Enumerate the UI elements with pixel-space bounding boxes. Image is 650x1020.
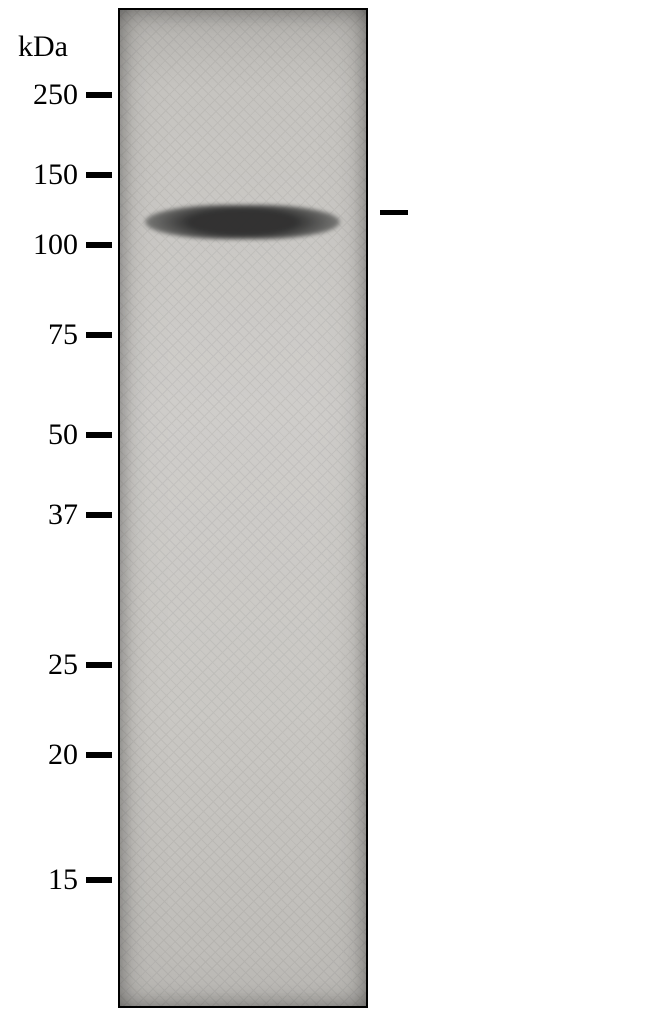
blot-figure: kDa 250 150 100 75 50 37 25 20 15 <box>0 0 650 1020</box>
primary-band <box>145 205 340 239</box>
marker-label-20: 20 <box>18 738 78 772</box>
marker-label-100: 100 <box>18 228 78 262</box>
marker-label-75: 75 <box>18 318 78 352</box>
marker-label-15: 15 <box>18 863 78 897</box>
marker-label-50: 50 <box>18 418 78 452</box>
marker-label-25: 25 <box>18 648 78 682</box>
marker-label-250: 250 <box>18 78 78 112</box>
marker-tick-100 <box>86 242 112 248</box>
axis-unit-label: kDa <box>18 30 68 64</box>
marker-tick-25 <box>86 662 112 668</box>
marker-tick-75 <box>86 332 112 338</box>
marker-tick-20 <box>86 752 112 758</box>
marker-tick-37 <box>86 512 112 518</box>
marker-tick-250 <box>86 92 112 98</box>
marker-label-150: 150 <box>18 158 78 192</box>
target-band-tick <box>380 210 408 215</box>
marker-label-37: 37 <box>18 498 78 532</box>
marker-tick-15 <box>86 877 112 883</box>
marker-tick-50 <box>86 432 112 438</box>
marker-tick-150 <box>86 172 112 178</box>
lane-noise <box>120 10 366 1006</box>
lane-frame <box>118 8 368 1008</box>
